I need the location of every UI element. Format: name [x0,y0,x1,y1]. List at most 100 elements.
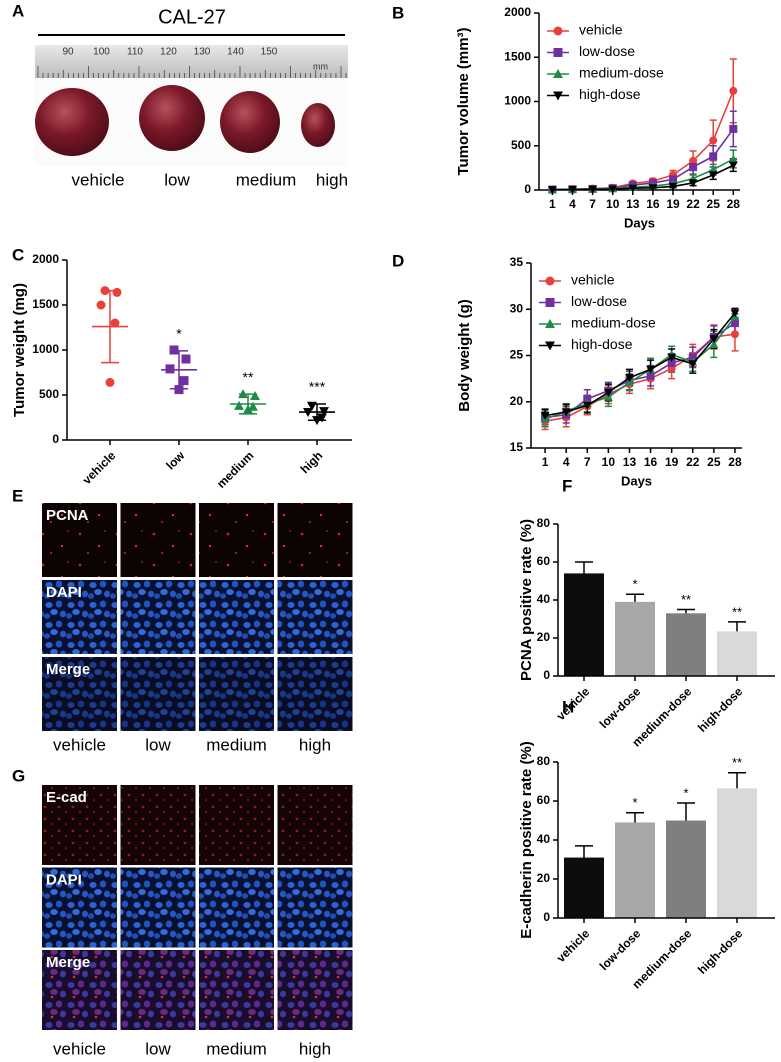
data-point [709,136,718,145]
data-point [238,389,248,399]
y-tick-label: 15 [510,440,524,454]
legend-marker [545,298,555,307]
x-tick-label: 4 [563,455,570,469]
channel-label: DAPI [46,584,82,601]
x-tick-label: 22 [686,197,700,211]
data-point [303,408,313,418]
data-point [307,401,317,411]
data-point [709,152,718,161]
data-point [708,165,718,174]
micrograph [277,785,353,865]
data-point [689,162,698,171]
photo-title: CAL-27 [158,6,226,28]
series-line [544,316,736,421]
x-tick-label: low [163,448,188,473]
x-tick-label: 10 [602,455,616,469]
legend-marker [553,26,563,36]
data-point [181,354,191,364]
ruler-label: 140 [227,47,244,58]
bar [717,631,757,676]
data-point [312,416,322,426]
series-line [544,312,736,417]
y-tick-label: 20 [537,871,551,885]
group-label: medium [206,735,266,754]
bar [717,788,757,918]
legend-label: high-dose [579,86,641,102]
data-point [105,377,115,387]
ruler-label: 150 [261,47,278,58]
x-tick-label: high [298,448,326,476]
x-tick-label: 1 [549,197,556,211]
x-tick-label: 13 [626,197,640,211]
y-tick-label: 500 [39,387,59,401]
group-label: medium [236,170,296,189]
channel-label: E-cad [46,789,87,806]
data-point [110,318,120,328]
y-axis-title: Tumor volume (mm³) [455,27,472,175]
micrograph [277,580,353,654]
y-tick-label: 20 [510,394,524,408]
panel-label: F [562,476,572,495]
bar [564,573,604,676]
group-label: low [145,735,171,754]
legend-label: low-dose [579,43,635,59]
group-label: high [299,1039,331,1058]
y-tick-label: 0 [543,668,550,682]
micrograph [277,503,353,577]
significance: * [632,795,637,810]
data-point [112,287,122,297]
data-point [165,364,175,374]
x-tick-label: high-dose [695,684,746,735]
data-point [648,184,658,193]
y-tick-label: 80 [537,516,551,530]
data-point [729,124,738,133]
data-point [625,374,634,383]
data-point [728,154,738,163]
data-point [730,319,739,328]
y-tick-label: 1500 [504,49,531,63]
ruler-label: 110 [127,47,143,58]
data-point [628,184,638,193]
x-tick-label: vehicle [554,684,593,723]
micrograph [42,657,117,731]
x-tick-label: medium [214,448,256,490]
y-tick-label: 0 [52,432,59,446]
data-point [730,309,740,318]
x-axis-title: Days [624,215,655,230]
micrograph [277,867,353,948]
tumor [220,91,280,153]
ruler [35,45,348,78]
y-tick-label: 35 [510,255,524,269]
micrograph [120,580,196,654]
channel-label: Merge [46,954,90,971]
group-label: vehicle [53,735,106,754]
y-tick-label: 1000 [504,94,531,108]
significance: ** [681,592,691,607]
micrograph [120,503,196,577]
y-tick-label: 40 [537,592,551,606]
panel-label: C [12,245,24,264]
panel-label: E [12,486,23,505]
micrograph [277,657,353,731]
tumor [139,85,205,151]
data-point [689,156,698,165]
ruler-label: 100 [93,47,110,58]
micrograph [42,503,117,577]
data-point [729,86,738,95]
data-point [248,401,258,411]
legend-label: high-dose [571,336,633,352]
data-point [582,401,592,410]
y-axis-title: E-cadherin positive rate (%) [518,741,535,939]
significance: * [176,326,182,342]
x-tick-label: 19 [665,455,679,469]
micrograph [120,950,196,1030]
x-tick-label: 10 [606,197,620,211]
data-point [317,413,327,423]
tumor [301,103,335,147]
x-tick-label: 28 [727,197,741,211]
y-tick-label: 80 [537,754,551,768]
x-tick-label: 7 [584,455,591,469]
x-tick-label: vehicle [80,448,119,487]
